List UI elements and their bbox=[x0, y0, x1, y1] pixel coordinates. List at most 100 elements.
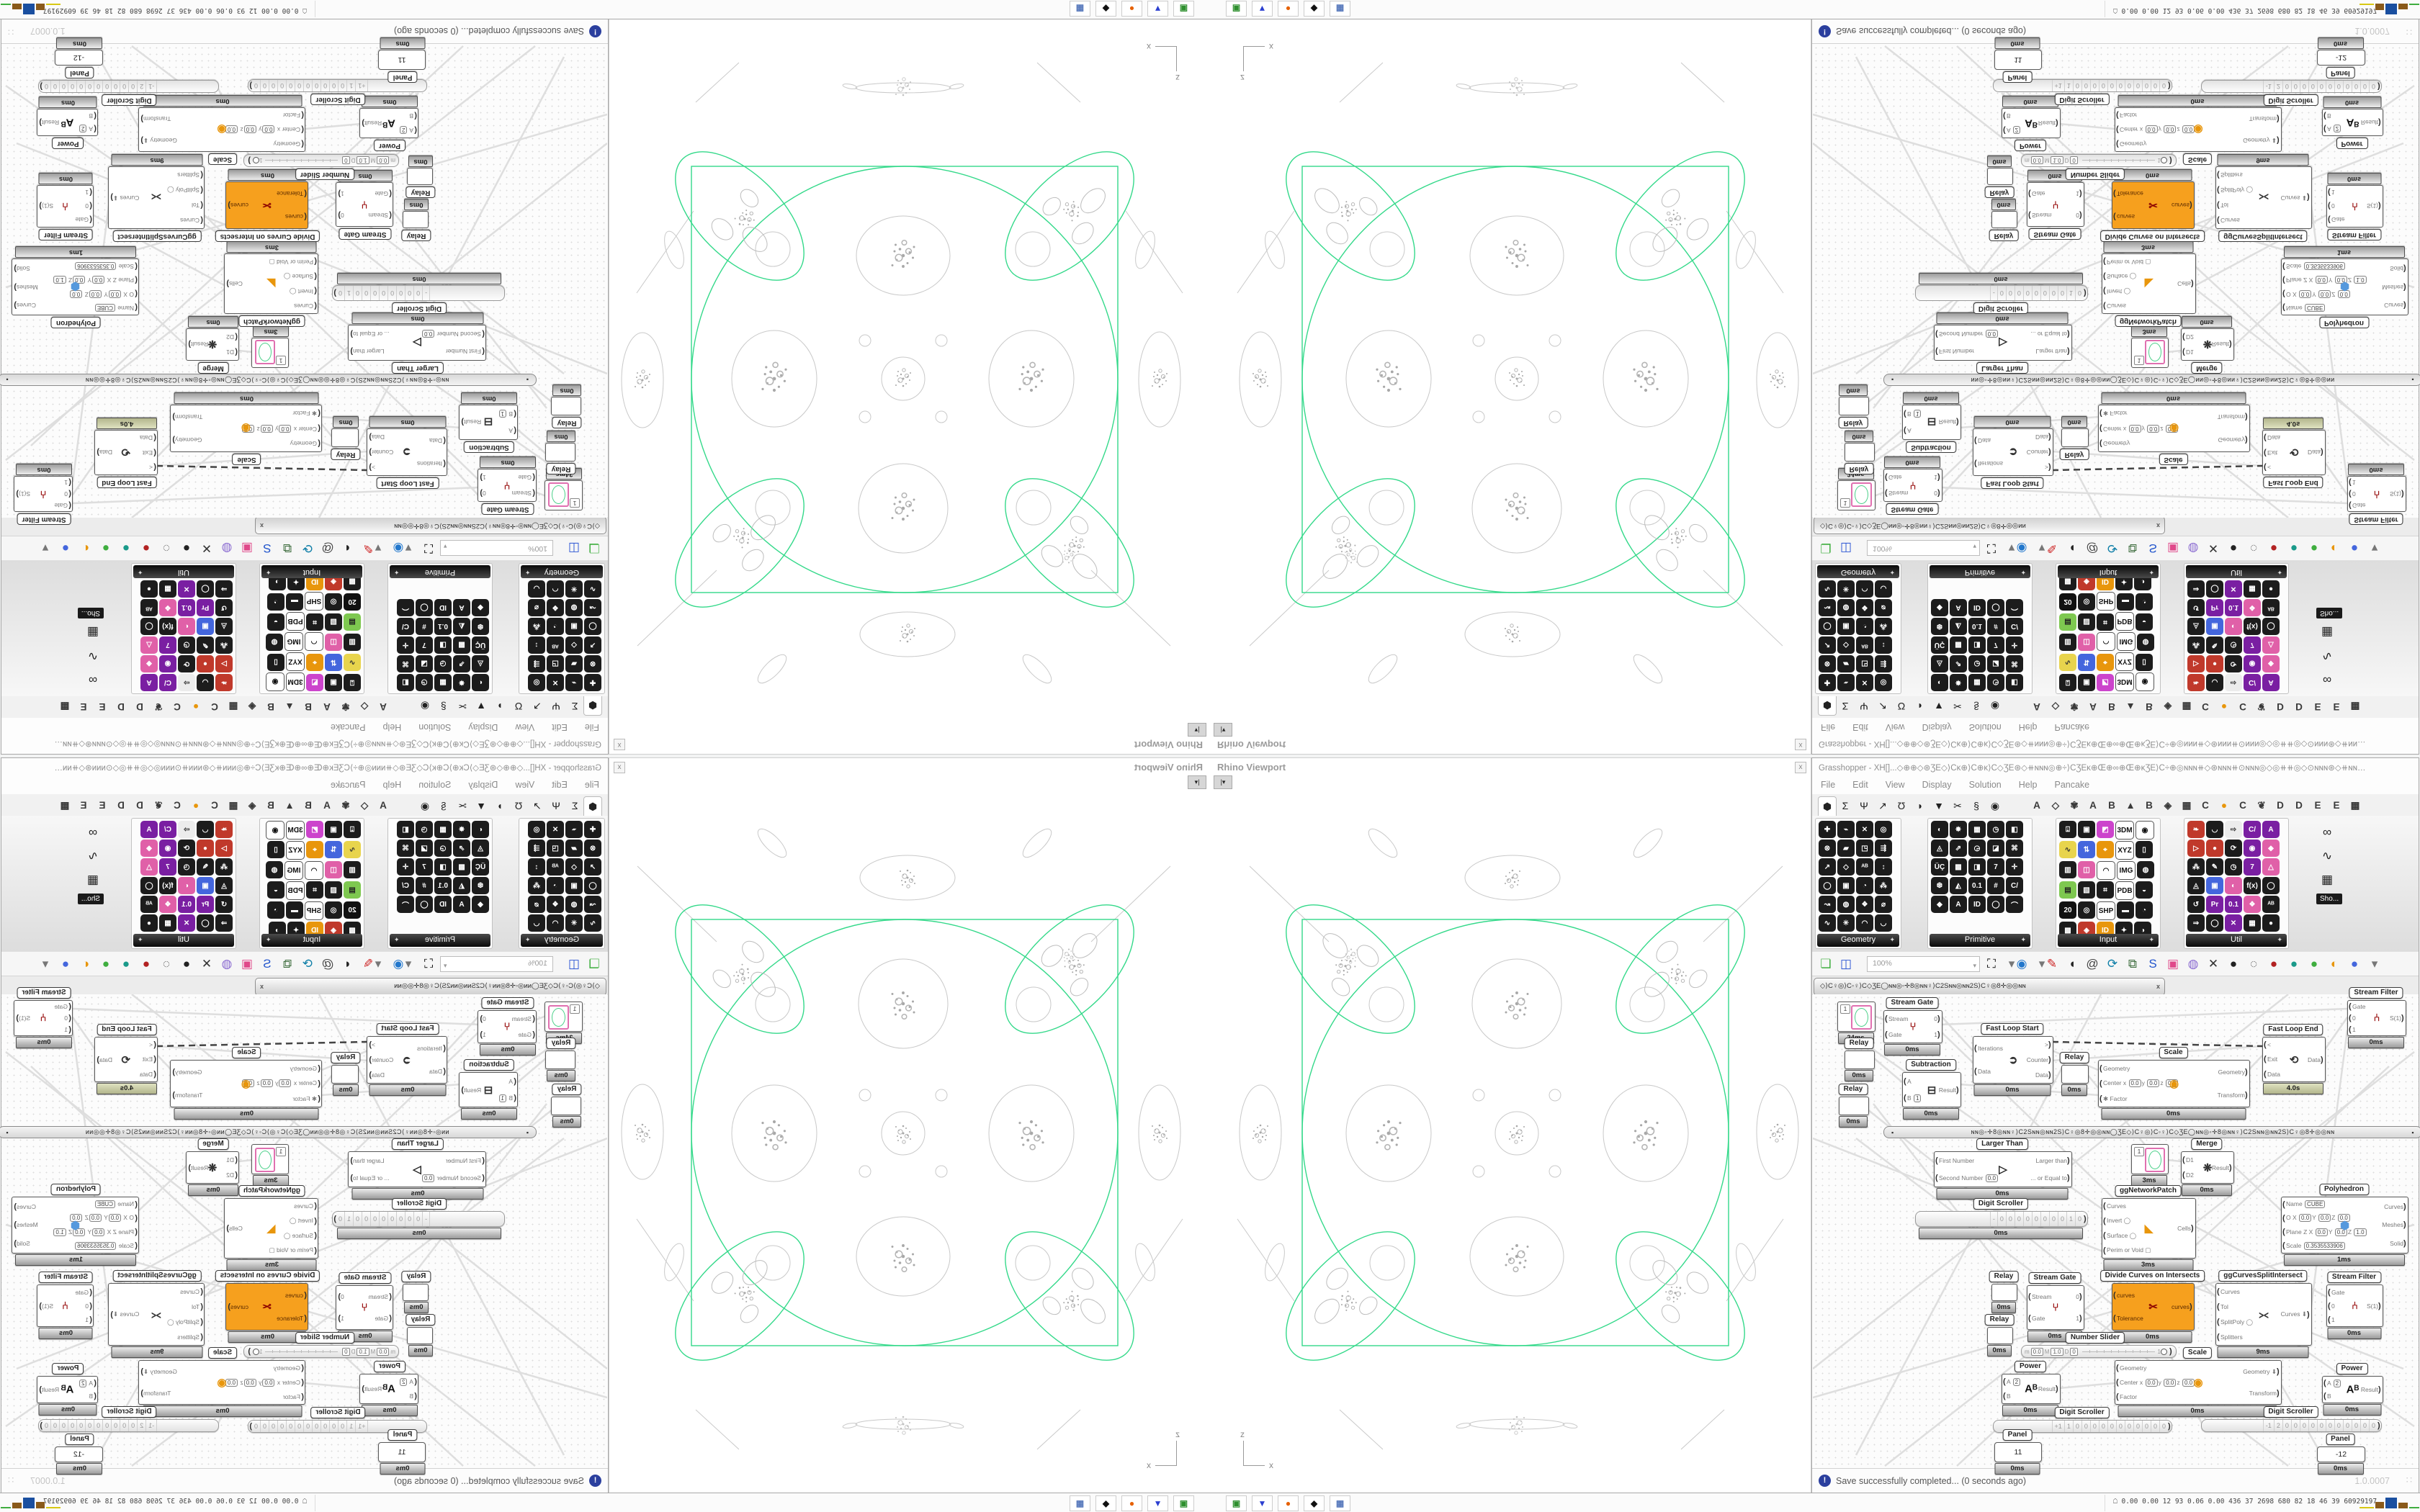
ball-green-icon[interactable]: ● bbox=[102, 541, 110, 555]
palette-icon-input-3[interactable]: 3DM bbox=[2115, 672, 2134, 691]
palette-icon-util-26[interactable]: ◯ bbox=[197, 914, 214, 932]
tab-plugin-4[interactable]: B bbox=[2108, 800, 2115, 811]
relay-node[interactable] bbox=[1839, 1097, 1869, 1115]
palette-icon-util-28[interactable]: ▦ bbox=[2244, 580, 2261, 598]
palette-icon-util-9[interactable]: ◆ bbox=[2262, 840, 2280, 857]
output-port[interactable]: ) bbox=[39, 118, 42, 127]
tab-plugin-7[interactable]: ◈ bbox=[2164, 701, 2172, 712]
input-port[interactable]: ( bbox=[153, 462, 156, 472]
presentation-icon[interactable]: ▦ bbox=[2321, 873, 2334, 886]
input-port[interactable]: ( bbox=[2323, 1392, 2326, 1400]
calculator-launcher[interactable]: ▦ bbox=[1070, 1495, 1090, 1511]
relay-node[interactable] bbox=[2061, 1065, 2089, 1084]
palette-icon-input-3[interactable]: 3DM bbox=[286, 672, 305, 691]
palette-icon-input-4[interactable]: ◉ bbox=[266, 672, 284, 691]
palette-icon-geometry-19[interactable]: ⌀ bbox=[1875, 896, 1892, 913]
relay-node[interactable] bbox=[331, 1065, 359, 1084]
palette-icon-util-28[interactable]: ▦ bbox=[2244, 914, 2261, 932]
tag-relay[interactable]: Relay bbox=[1844, 1038, 1874, 1049]
node-input-row[interactable]: (1 bbox=[2349, 478, 2356, 487]
palette-icon-util-7[interactable]: ⟳ bbox=[178, 840, 195, 857]
node-input-row[interactable]: (Data bbox=[429, 436, 446, 445]
output-port[interactable]: ) bbox=[2378, 202, 2381, 211]
input-port[interactable]: ( bbox=[482, 347, 485, 356]
input-port[interactable]: ( bbox=[318, 408, 321, 418]
tab-plugin-3[interactable]: A bbox=[323, 800, 331, 811]
node-output-row[interactable]: 1 ) bbox=[479, 1030, 485, 1039]
input-port[interactable]: ( bbox=[314, 1216, 317, 1225]
node-input-row[interactable]: (Curves bbox=[2103, 302, 2126, 310]
palette-icon-primitive-6[interactable]: ⇗ bbox=[453, 655, 470, 672]
at-icon[interactable]: @ bbox=[2086, 957, 2099, 971]
menu-file[interactable]: File bbox=[584, 722, 599, 732]
param-node[interactable]: 1 bbox=[2131, 1144, 2169, 1174]
output-port[interactable]: ) bbox=[2401, 490, 2404, 498]
digit-cell[interactable]: 0 bbox=[2072, 1421, 2081, 1432]
save-file-icon[interactable]: ◫ bbox=[568, 541, 581, 555]
node-fast-loop-end[interactable]: (< (Exit (Data ⟲ Data ) bbox=[94, 430, 158, 475]
palette-icon-geometry-8[interactable]: ↗ bbox=[584, 858, 601, 876]
node-output-row[interactable]: Transform ) bbox=[2249, 1389, 2280, 1398]
node-power[interactable]: (A 2(B Aᴮ Result ) bbox=[2002, 1374, 2061, 1404]
digit-scroller-node[interactable]: -1 2 0 0 0 0 0 0 0 0 0 0 0) bbox=[38, 1419, 219, 1432]
palette-icon-primitive-23[interactable]: ◯ bbox=[416, 896, 433, 913]
digit-cell[interactable]: 0 bbox=[380, 286, 389, 300]
node-scale[interactable]: (Geometry (Center x 0.0y 0.0z 0.0(✱ Fact… bbox=[170, 1060, 322, 1107]
digit-cell[interactable]: +1 bbox=[2051, 1421, 2064, 1432]
node-ggcurvessplitintersect[interactable]: (Curves (Tol (SplitPoly ◯ (Splitters ⪥ Cu… bbox=[2215, 1283, 2312, 1346]
ball-outline-icon[interactable]: ◌ bbox=[2249, 957, 2258, 971]
menu-display[interactable]: Display bbox=[1922, 780, 1952, 790]
node-input-row[interactable]: (Scale 0.3535533906 bbox=[2282, 1241, 2346, 1250]
tag-merge[interactable]: Merge bbox=[197, 1138, 229, 1150]
node-output-row[interactable]: > ) bbox=[2045, 1040, 2052, 1049]
node-input-row[interactable]: (Geometry bbox=[2116, 140, 2146, 148]
node-input-row[interactable]: (Exit bbox=[2264, 449, 2277, 457]
relay-node[interactable] bbox=[331, 428, 359, 447]
palette-icon-util-25[interactable]: ⇒ bbox=[2187, 580, 2205, 598]
node-input-row[interactable]: (Name CUBE bbox=[2282, 303, 2326, 312]
node-output-row[interactable]: S(1) ) bbox=[2390, 490, 2405, 498]
node-stream-gate[interactable]: (Stream (Gate ⑂ 0 ) 1 ) bbox=[1883, 1010, 1942, 1043]
digit-cell[interactable]: +1 bbox=[356, 80, 369, 91]
node-input-row[interactable]: (Geometry bbox=[290, 1064, 321, 1073]
palette-icon-util-11[interactable]: ✎ bbox=[2206, 858, 2223, 876]
palette-icon-input-24[interactable]: ◔ bbox=[2136, 901, 2153, 919]
param-value[interactable]: 1 bbox=[2134, 1147, 2144, 1156]
digit-cell[interactable]: 0 bbox=[414, 286, 424, 300]
digit-cell[interactable]: -1 bbox=[2262, 81, 2274, 92]
tag-stream-gate[interactable]: Stream Gate bbox=[481, 997, 534, 1009]
tag-ggcurvessplitintersect[interactable]: ggCurvesSplitIntersect bbox=[2218, 1270, 2308, 1282]
tag-stream-filter[interactable]: Stream Filter bbox=[17, 987, 71, 999]
palette-icon-util-22[interactable]: 0.1 bbox=[178, 896, 195, 913]
node-input-row[interactable]: (curves bbox=[2113, 1291, 2135, 1300]
input-port[interactable]: ( bbox=[1904, 1094, 1906, 1103]
palette-icon-util-14[interactable]: △ bbox=[2262, 636, 2280, 654]
output-port[interactable]: ) bbox=[2378, 1421, 2380, 1430]
palette-icon-geometry-5[interactable]: ▰ bbox=[1837, 655, 1855, 672]
node-ggcurvessplitintersect[interactable]: (Curves (Tol (SplitPoly ◯ (Splitters ⪥ Cu… bbox=[2215, 166, 2312, 229]
tab-plugin-6[interactable]: B bbox=[267, 800, 274, 811]
digit-cell[interactable]: 0 bbox=[2005, 1212, 2015, 1226]
palette-icon-geometry-16[interactable]: ↝ bbox=[1819, 599, 1836, 616]
input-port[interactable]: ( bbox=[2116, 1392, 2119, 1401]
tab-plugin-10[interactable]: ● bbox=[2220, 800, 2228, 811]
palette-icon-input-1[interactable]: ▣ bbox=[2078, 821, 2095, 838]
input-port[interactable]: ( bbox=[94, 125, 97, 133]
fox-launcher[interactable]: ◆ bbox=[1095, 1495, 1116, 1511]
input-port[interactable]: ( bbox=[153, 448, 156, 457]
tab-plugin-13[interactable]: D bbox=[2277, 800, 2284, 811]
digit-cell[interactable]: 0 bbox=[1996, 1212, 2006, 1226]
input-port[interactable]: ( bbox=[389, 1292, 392, 1301]
tag-digit-scroller[interactable]: Digit Scroller bbox=[2263, 1406, 2318, 1418]
node-output-row[interactable]: 1 ) bbox=[337, 1314, 344, 1323]
palette-icon-primitive-23[interactable]: ◯ bbox=[1987, 896, 2004, 913]
node-fast-loop-end[interactable]: (< (Exit (Data ⟲ Data ) bbox=[94, 1037, 158, 1082]
palette-icon-geometry-15[interactable]: ⁂ bbox=[528, 877, 545, 894]
node-output-row[interactable]: Geometry ⬇ ) bbox=[140, 136, 176, 145]
palette-icon-util-2[interactable]: ⇨ bbox=[2225, 821, 2242, 838]
tag-fast-loop-start[interactable]: Fast Loop Start bbox=[376, 477, 439, 489]
tag-polyhedron[interactable]: Polyhedron bbox=[2318, 317, 2370, 328]
relay-node[interactable] bbox=[1845, 443, 1875, 462]
palette-icon-geometry-21[interactable]: ✳ bbox=[1837, 914, 1855, 932]
